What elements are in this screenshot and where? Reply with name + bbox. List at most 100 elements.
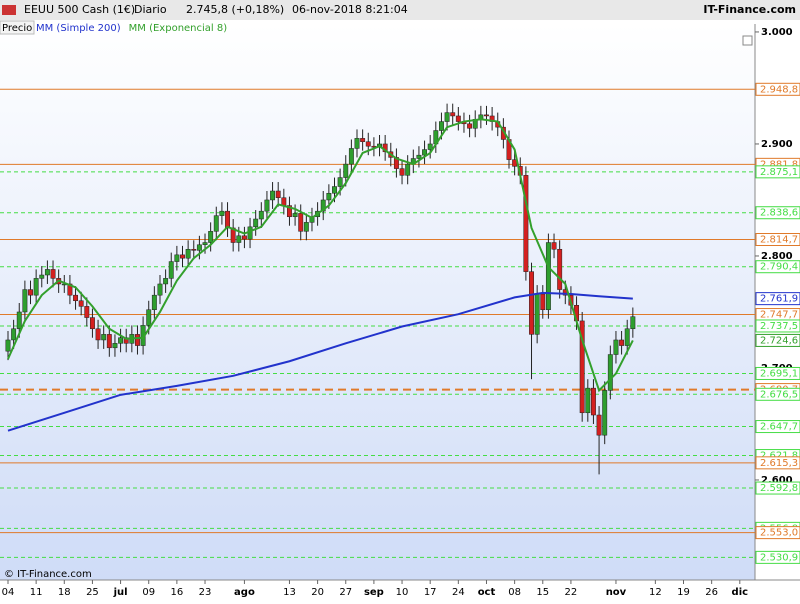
candle-body [157, 283, 163, 296]
candle-body [168, 261, 174, 279]
x-tick-label: nov [606, 587, 627, 598]
candle-body [146, 309, 152, 326]
candle-body [337, 177, 343, 187]
candle-body [151, 294, 157, 310]
candle-body [101, 334, 107, 341]
level-label-box [755, 456, 800, 470]
candle-body [540, 293, 546, 310]
candle-body [208, 231, 214, 243]
x-tick-label: 20 [311, 587, 324, 598]
candle-body [484, 114, 489, 117]
candle-body [360, 138, 366, 142]
candle-body [11, 328, 17, 341]
candle-body [202, 242, 208, 246]
candle-body [213, 215, 219, 232]
level-label: 2.814,7 [760, 235, 798, 246]
candle-body [174, 254, 180, 262]
series-label-box [755, 333, 800, 347]
candle-body [39, 274, 45, 279]
candle-body [33, 278, 39, 296]
candle-body [455, 115, 461, 122]
legend-price: Precio [2, 23, 32, 34]
candle-body [264, 199, 270, 212]
candle-body [343, 163, 349, 178]
level-label: 2.592,8 [760, 483, 798, 494]
candle-body [354, 138, 360, 149]
y-tick-label: 2.600 [761, 475, 793, 486]
level-label: 2.737,5 [760, 321, 798, 332]
x-tick-label: 25 [86, 587, 99, 598]
candle-body [241, 235, 247, 240]
candle-body [73, 294, 78, 302]
candle-body [225, 210, 230, 229]
candle-body [596, 414, 602, 436]
level-label-box [755, 165, 800, 179]
series-label: 2.761,9 [760, 294, 798, 305]
candle-body [219, 210, 225, 216]
x-tick-label: 26 [705, 587, 718, 598]
level-label: 2.553,0 [760, 528, 798, 539]
candle-body [348, 148, 354, 165]
candle-body [275, 190, 281, 198]
level-label-box [755, 233, 800, 247]
level-label: 2.647,7 [760, 422, 798, 433]
x-tick-label: dic [732, 587, 749, 598]
candle-body [619, 339, 625, 346]
level-label-box [755, 366, 800, 380]
legend-entry: MM (Simple 200) [36, 23, 121, 34]
x-tick-label: 11 [30, 587, 43, 598]
candle-body [444, 112, 450, 122]
legend-toggle[interactable] [742, 35, 753, 46]
candle-body [95, 328, 101, 341]
candle-body [118, 337, 124, 344]
candle-body [557, 248, 563, 290]
title: EEUU 500 Cash (1€) [24, 3, 135, 16]
x-tick-label: oct [478, 587, 496, 598]
candle-body [529, 271, 534, 335]
candle-body [230, 227, 236, 243]
candle-body [84, 306, 90, 318]
candle-body [185, 248, 191, 259]
level-label: 2.838,6 [760, 208, 798, 219]
candle-body [236, 235, 242, 243]
candle-body [438, 121, 444, 131]
candle-body [253, 218, 259, 228]
x-tick-label: 27 [339, 587, 352, 598]
x-tick-label: 13 [283, 587, 296, 598]
candle-body [545, 242, 551, 310]
candle-body [450, 112, 456, 117]
candle-body [163, 278, 169, 285]
candle-body [78, 300, 84, 307]
level-label: 2.790,4 [760, 262, 798, 273]
level-label-box [755, 420, 800, 434]
level-label-box [755, 387, 800, 401]
level-label-box [755, 481, 800, 495]
candle-body [106, 334, 112, 349]
level-label-box [755, 82, 800, 96]
brand: IT-Finance.com [703, 3, 796, 16]
level-label-box [755, 206, 800, 220]
series-label: 2.724,6 [760, 335, 798, 346]
candle-body [326, 192, 332, 201]
candle-body [270, 190, 276, 201]
y-tick-label: 3.000 [761, 27, 793, 38]
x-tick-label: 19 [677, 587, 690, 598]
moving-average-line [7, 118, 634, 393]
level-label-box [755, 319, 800, 333]
candle-body [624, 328, 630, 346]
candle-body [22, 289, 28, 313]
x-tick-label: 04 [2, 587, 15, 598]
level-label: 2.948,8 [760, 84, 798, 95]
candle-body [427, 143, 433, 150]
level-label: 2.695,1 [760, 368, 798, 379]
y-tick-label: 2.900 [761, 139, 793, 150]
level-label: 2.881,8 [760, 159, 798, 170]
candle-body [602, 390, 608, 436]
level-label: 2.676,5 [760, 389, 798, 400]
candle-body [5, 339, 11, 352]
x-tick-label: 22 [565, 587, 578, 598]
x-tick-label: 24 [452, 587, 465, 598]
candle-body [320, 199, 326, 212]
footer: © IT-Finance.com [4, 569, 92, 580]
candle-body [585, 387, 591, 414]
